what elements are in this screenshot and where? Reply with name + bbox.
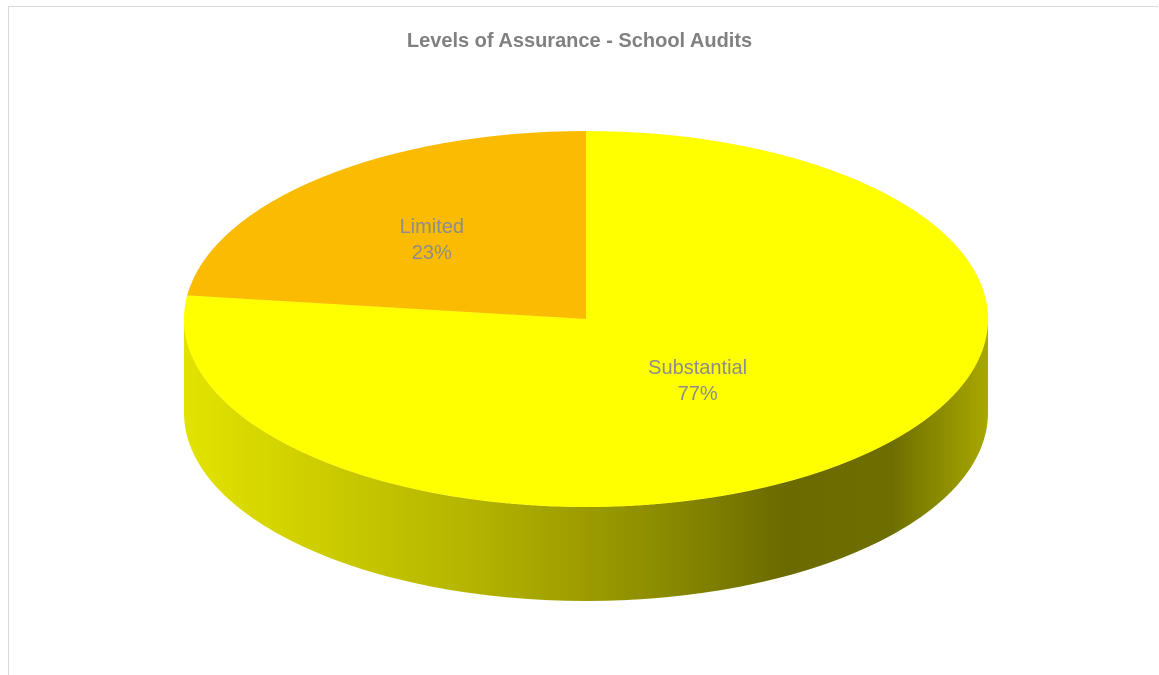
data-label-category: Limited bbox=[400, 216, 464, 238]
pie-side-wall bbox=[184, 319, 988, 601]
data-label-percent: 77% bbox=[678, 383, 718, 405]
chart-title: Levels of Assurance - School Audits bbox=[406, 30, 753, 52]
pie-slice-limited bbox=[187, 131, 586, 319]
chart-frame bbox=[8, 6, 1158, 675]
data-label-percent: 23% bbox=[412, 242, 452, 264]
data-label-category: Substantial bbox=[648, 357, 747, 379]
